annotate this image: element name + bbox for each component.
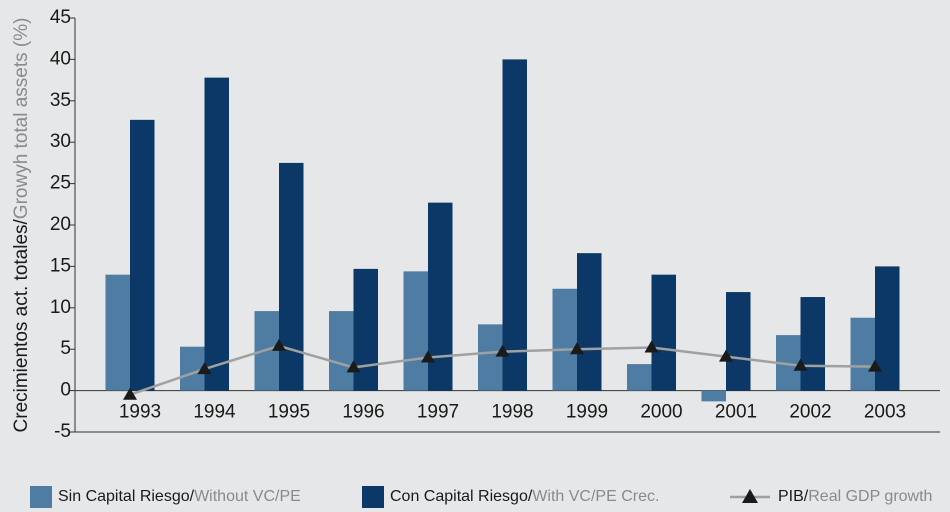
legend-marker — [742, 489, 758, 503]
legend-swatch — [362, 486, 384, 508]
bar — [279, 162, 304, 391]
x-tick-label: 1998 — [491, 402, 533, 423]
x-tick-label: 1995 — [268, 402, 310, 423]
bar — [403, 271, 428, 391]
line-marker — [272, 338, 286, 351]
y-tick-label: 45 — [50, 7, 71, 28]
bar — [627, 364, 652, 391]
line-marker — [793, 358, 808, 371]
bar — [329, 311, 354, 391]
bar — [875, 266, 900, 391]
x-tick-label: 1994 — [193, 402, 236, 423]
bar — [478, 324, 503, 391]
x-tick-label: 1999 — [566, 402, 608, 423]
y-tick-label: 25 — [50, 173, 71, 194]
bar — [180, 346, 205, 391]
line-marker — [570, 342, 584, 355]
x-tick-label: 2000 — [640, 402, 682, 423]
line-marker — [123, 387, 137, 400]
line-marker — [644, 340, 659, 353]
y-tick-label: 30 — [50, 131, 71, 152]
legend-swatch — [30, 486, 52, 508]
legend-label: Sin Capital Riesgo/Without VC/PE — [58, 488, 301, 505]
y-tick-label: 35 — [50, 90, 71, 111]
bar — [577, 253, 602, 391]
bar — [701, 390, 726, 402]
bar — [800, 297, 825, 391]
x-tick-label: 2003 — [864, 402, 906, 423]
y-tick-label: 20 — [50, 214, 71, 235]
line-marker — [197, 362, 212, 375]
y-tick-label: 10 — [50, 297, 71, 318]
y-tick-label: -5 — [54, 421, 71, 442]
bar — [651, 274, 676, 391]
bar — [502, 59, 527, 391]
x-tick-label: 2002 — [789, 402, 831, 423]
legend-label: PIB/Real GDP growth — [778, 488, 932, 505]
y-axis-title: Crecimientos act. totales/Growyh total a… — [11, 18, 32, 433]
x-tick-label: 2001 — [715, 402, 757, 423]
line-marker — [868, 359, 882, 372]
bar — [726, 292, 751, 391]
line-marker — [346, 360, 361, 373]
x-tick-label: 1996 — [342, 402, 384, 423]
line-marker — [421, 350, 435, 363]
bar — [105, 274, 130, 391]
line-marker — [719, 349, 733, 362]
y-tick-label: 0 — [60, 380, 71, 401]
y-tick-label: 15 — [50, 255, 71, 276]
x-tick-label: 1993 — [119, 402, 161, 423]
line-marker — [495, 344, 510, 357]
bar — [204, 77, 229, 391]
bar — [552, 288, 577, 391]
y-tick-label: 40 — [50, 48, 71, 69]
bar — [130, 119, 155, 391]
bar — [850, 317, 875, 391]
y-tick-label: 5 — [60, 338, 71, 359]
legend-label: Con Capital Riesgo/With VC/PE Crec. — [390, 488, 659, 505]
x-tick-label: 1997 — [417, 402, 459, 423]
